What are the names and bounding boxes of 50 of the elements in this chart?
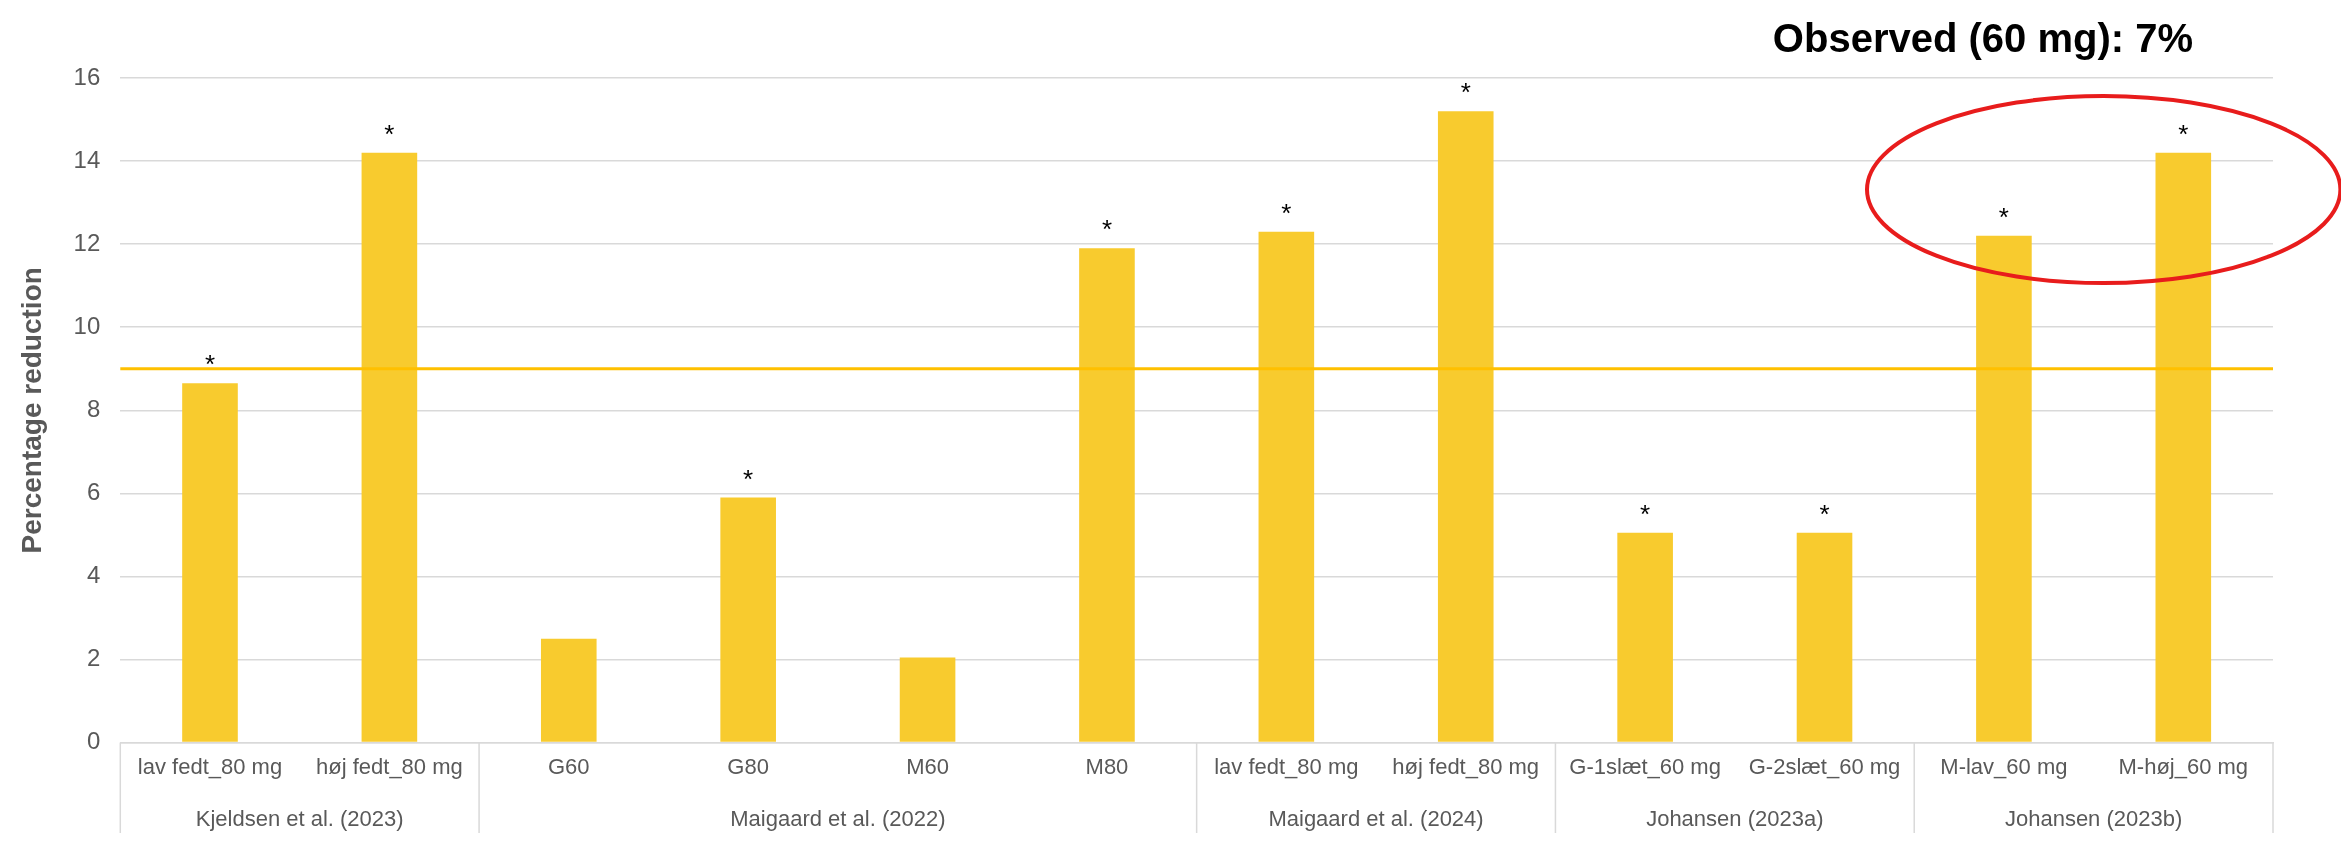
bar xyxy=(361,152,418,742)
x-tick-label: M80 xyxy=(1085,753,1129,779)
bar xyxy=(540,638,597,742)
y-tick-label: 4 xyxy=(86,561,101,589)
bar xyxy=(899,657,956,742)
data-label: * xyxy=(384,118,395,149)
y-tick-label: 8 xyxy=(86,394,101,422)
data-label: * xyxy=(1819,498,1830,529)
bar xyxy=(1976,235,2032,742)
data-label: * xyxy=(1281,197,1292,228)
y-tick-label: 14 xyxy=(73,145,101,173)
x-tick-label: G80 xyxy=(727,753,769,779)
text: Kjeldsen et al. (2023) xyxy=(195,806,404,832)
bar xyxy=(1437,111,1494,742)
x-tick-label: G60 xyxy=(547,753,590,779)
y-tick-label: 6 xyxy=(86,478,101,505)
text: Johansen (2023a) xyxy=(1646,806,1824,832)
x-tick-label: høj fedt_80 mg xyxy=(1392,753,1540,779)
text: Maigaard et al. (2024) xyxy=(1268,806,1484,832)
bar xyxy=(182,383,238,742)
text: Observed (60 mg): 7% xyxy=(1772,16,2193,61)
x-tick-label: G-1slæt_60 mg xyxy=(1569,753,1721,779)
x-tick-label: lav fedt_80 mg xyxy=(1214,753,1359,779)
x-tick-label: G-2slæt_60 mg xyxy=(1748,753,1901,779)
data-label: * xyxy=(1998,201,2009,232)
y-axis-title: Percentage reduction xyxy=(15,267,47,554)
y-tick-label: 12 xyxy=(73,228,101,256)
bar xyxy=(2155,152,2212,742)
data-label: * xyxy=(204,349,216,380)
y-tick-label: 10 xyxy=(73,311,101,339)
text: Maigaard et al. (2022) xyxy=(730,806,946,832)
x-tick-label: høj fedt_80 mg xyxy=(316,753,463,779)
bar xyxy=(1617,532,1673,742)
bar xyxy=(1258,231,1315,742)
data-label: * xyxy=(1101,214,1113,245)
bar xyxy=(1079,248,1135,742)
data-label: * xyxy=(1640,498,1651,529)
data-label: * xyxy=(1460,77,1471,108)
bar xyxy=(1796,532,1853,742)
y-tick-label: 0 xyxy=(86,727,101,755)
y-tick-label: 2 xyxy=(86,644,101,672)
y-tick-label: 16 xyxy=(73,62,101,90)
bar xyxy=(720,497,776,742)
x-tick-label: lav fedt_80 mg xyxy=(137,753,283,779)
data-label: * xyxy=(2178,118,2189,149)
data-label: * xyxy=(743,463,754,494)
text: Johansen (2023b) xyxy=(2004,806,2183,832)
x-tick-label: M-høj_60 mg xyxy=(2118,753,2249,779)
x-tick-label: M60 xyxy=(906,753,949,779)
x-tick-label: M-lav_60 mg xyxy=(1940,753,2068,779)
